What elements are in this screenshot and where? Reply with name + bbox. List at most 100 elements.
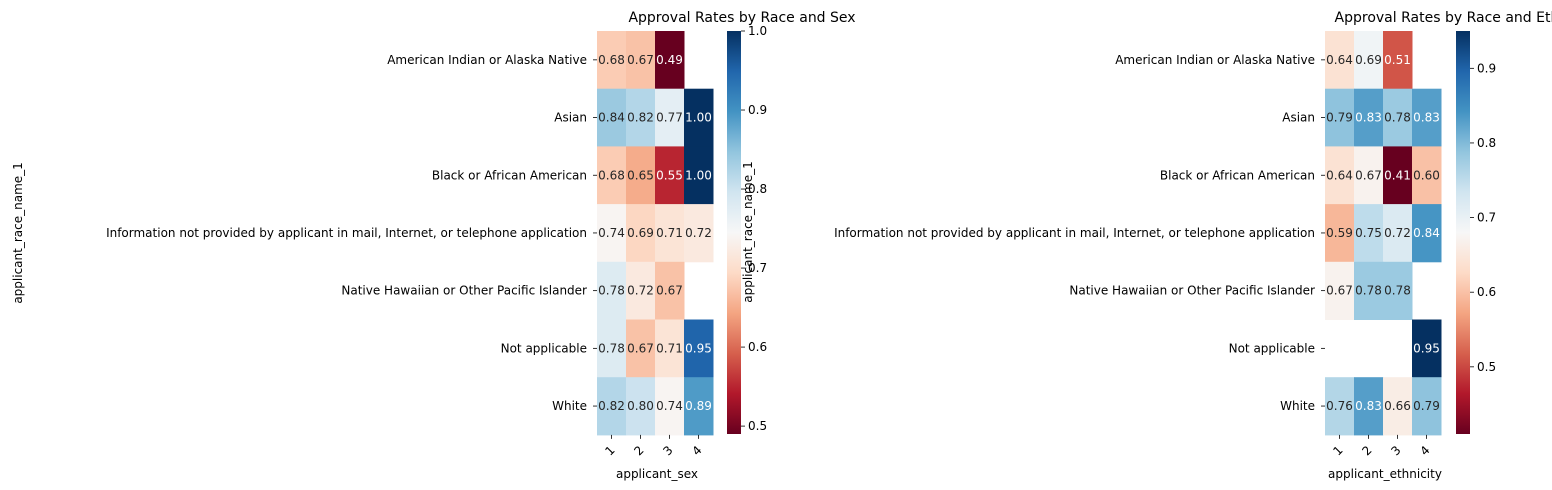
cell-value-label: 1.00 (685, 168, 712, 182)
cell-value-label: 0.78 (1384, 284, 1411, 298)
heatmap-cell (1412, 204, 1442, 263)
cell-value-label: 0.83 (1355, 399, 1382, 413)
cell-value-label: 0.78 (1384, 111, 1411, 125)
y-tick-label: Black or African American (1160, 168, 1315, 182)
cell-value-label: 1.00 (685, 111, 712, 125)
cell-value-label: 0.67 (1355, 168, 1382, 182)
heatmap-cell (626, 204, 656, 263)
colorbar-tick-label: 0.8 (748, 182, 767, 196)
heatmap-cell (1383, 204, 1413, 263)
cell-value-label: 0.84 (1413, 226, 1440, 240)
y-tick-label: Information not provided by applicant in… (834, 226, 1315, 240)
cell-value-label: 0.83 (1413, 111, 1440, 125)
y-axis-label: applicant_race_name_1 (741, 161, 755, 302)
heatmap-cell (655, 88, 685, 147)
y-tick-label: Native Hawaiian or Other Pacific Islande… (341, 284, 587, 298)
y-tick-label: Information not provided by applicant in… (106, 226, 587, 240)
heatmap-cell (597, 31, 627, 90)
heatmap-cell (1383, 261, 1413, 320)
y-axis-label: applicant_race_name_1 (11, 162, 25, 303)
cell-value-label: 0.82 (598, 399, 625, 413)
y-tick-label: Asian (554, 111, 587, 125)
heatmap-2: Approval Rates by Race and Ethnicity0.64… (741, 10, 1552, 481)
cell-value-label: 0.79 (1413, 399, 1440, 413)
cell-value-label: 0.67 (627, 53, 654, 67)
y-tick-label: American Indian or Alaska Native (387, 53, 587, 67)
y-tick-label: White (552, 399, 587, 413)
heatmap-cell (1354, 261, 1384, 320)
cell-value-label: 0.67 (1326, 284, 1353, 298)
cell-value-label: 0.72 (685, 226, 712, 240)
heatmap-cell (597, 88, 627, 147)
heatmap-cell (1383, 88, 1413, 147)
cell-value-label: 0.78 (598, 341, 625, 355)
cell-value-label: 0.59 (1326, 226, 1353, 240)
heatmap-cell (597, 204, 627, 263)
x-tick-label: 3 (660, 443, 675, 458)
heatmap-cell (1325, 261, 1355, 320)
heatmap-cell (1354, 88, 1384, 147)
heatmap-cell (1354, 146, 1384, 205)
colorbar-tick-label: 0.9 (1477, 61, 1496, 75)
colorbar-tick-label: 0.6 (1477, 285, 1496, 299)
cell-value-label: 0.41 (1384, 168, 1411, 182)
heatmap-cell (1325, 146, 1355, 205)
heatmap-cell (655, 319, 685, 378)
cell-value-label: 0.74 (656, 399, 683, 413)
colorbar-tick-label: 0.6 (748, 340, 767, 354)
cell-value-label: 0.76 (1326, 399, 1353, 413)
cell-value-label: 0.95 (685, 341, 712, 355)
cell-value-label: 0.72 (1384, 226, 1411, 240)
heatmap-cell (1354, 204, 1384, 263)
y-tick-label: Not applicable (1229, 341, 1315, 355)
x-axis-label: applicant_ethnicity (1328, 467, 1442, 481)
colorbar (1456, 31, 1470, 434)
colorbar-tick-label: 0.5 (1477, 360, 1496, 374)
colorbar-tick-label: 0.9 (748, 103, 767, 117)
heatmap-cell (655, 146, 685, 205)
x-axis-label: applicant_sex (616, 467, 698, 481)
heatmap-cell (597, 377, 627, 436)
heatmap-cell (684, 377, 714, 436)
colorbar (727, 31, 741, 434)
x-tick-label: 2 (631, 443, 646, 458)
y-tick-label: Asian (1282, 111, 1315, 125)
cell-value-label: 0.72 (627, 284, 654, 298)
cell-value-label: 0.83 (1355, 111, 1382, 125)
cell-value-label: 0.66 (1384, 399, 1411, 413)
cell-value-label: 0.67 (627, 341, 654, 355)
y-tick-label: White (1280, 399, 1315, 413)
heatmap-cell (1412, 146, 1442, 205)
heatmap-cell (1412, 377, 1442, 436)
x-tick-label: 4 (1417, 443, 1432, 458)
heatmap-cell (597, 146, 627, 205)
cell-value-label: 0.95 (1413, 341, 1440, 355)
cell-value-label: 0.67 (656, 284, 683, 298)
cell-value-label: 0.79 (1326, 111, 1353, 125)
y-tick-label: American Indian or Alaska Native (1115, 53, 1315, 67)
heatmap-cell (655, 204, 685, 263)
heatmap-cell (684, 204, 714, 263)
cell-value-label: 0.89 (685, 399, 712, 413)
cell-value-label: 0.74 (598, 226, 625, 240)
heatmap-cell (1325, 88, 1355, 147)
colorbar-tick-label: 1.0 (748, 24, 767, 38)
cell-value-label: 0.60 (1413, 168, 1440, 182)
colorbar-tick-label: 0.7 (748, 261, 767, 275)
heatmap-cell (684, 319, 714, 378)
cell-value-label: 0.71 (656, 341, 683, 355)
cell-value-label: 0.51 (1384, 53, 1411, 67)
cell-value-label: 0.78 (598, 284, 625, 298)
heatmap-cell (684, 146, 714, 205)
heatmap-cell (655, 31, 685, 90)
cell-value-label: 0.55 (656, 168, 683, 182)
heatmap-cell (597, 319, 627, 378)
colorbar-tick-label: 0.5 (748, 419, 767, 433)
x-tick-label: 3 (1388, 443, 1403, 458)
cell-value-label: 0.84 (598, 111, 625, 125)
heatmap-cell (626, 261, 656, 320)
cell-value-label: 0.82 (627, 111, 654, 125)
cell-value-label: 0.64 (1326, 168, 1353, 182)
cell-value-label: 0.65 (627, 168, 654, 182)
